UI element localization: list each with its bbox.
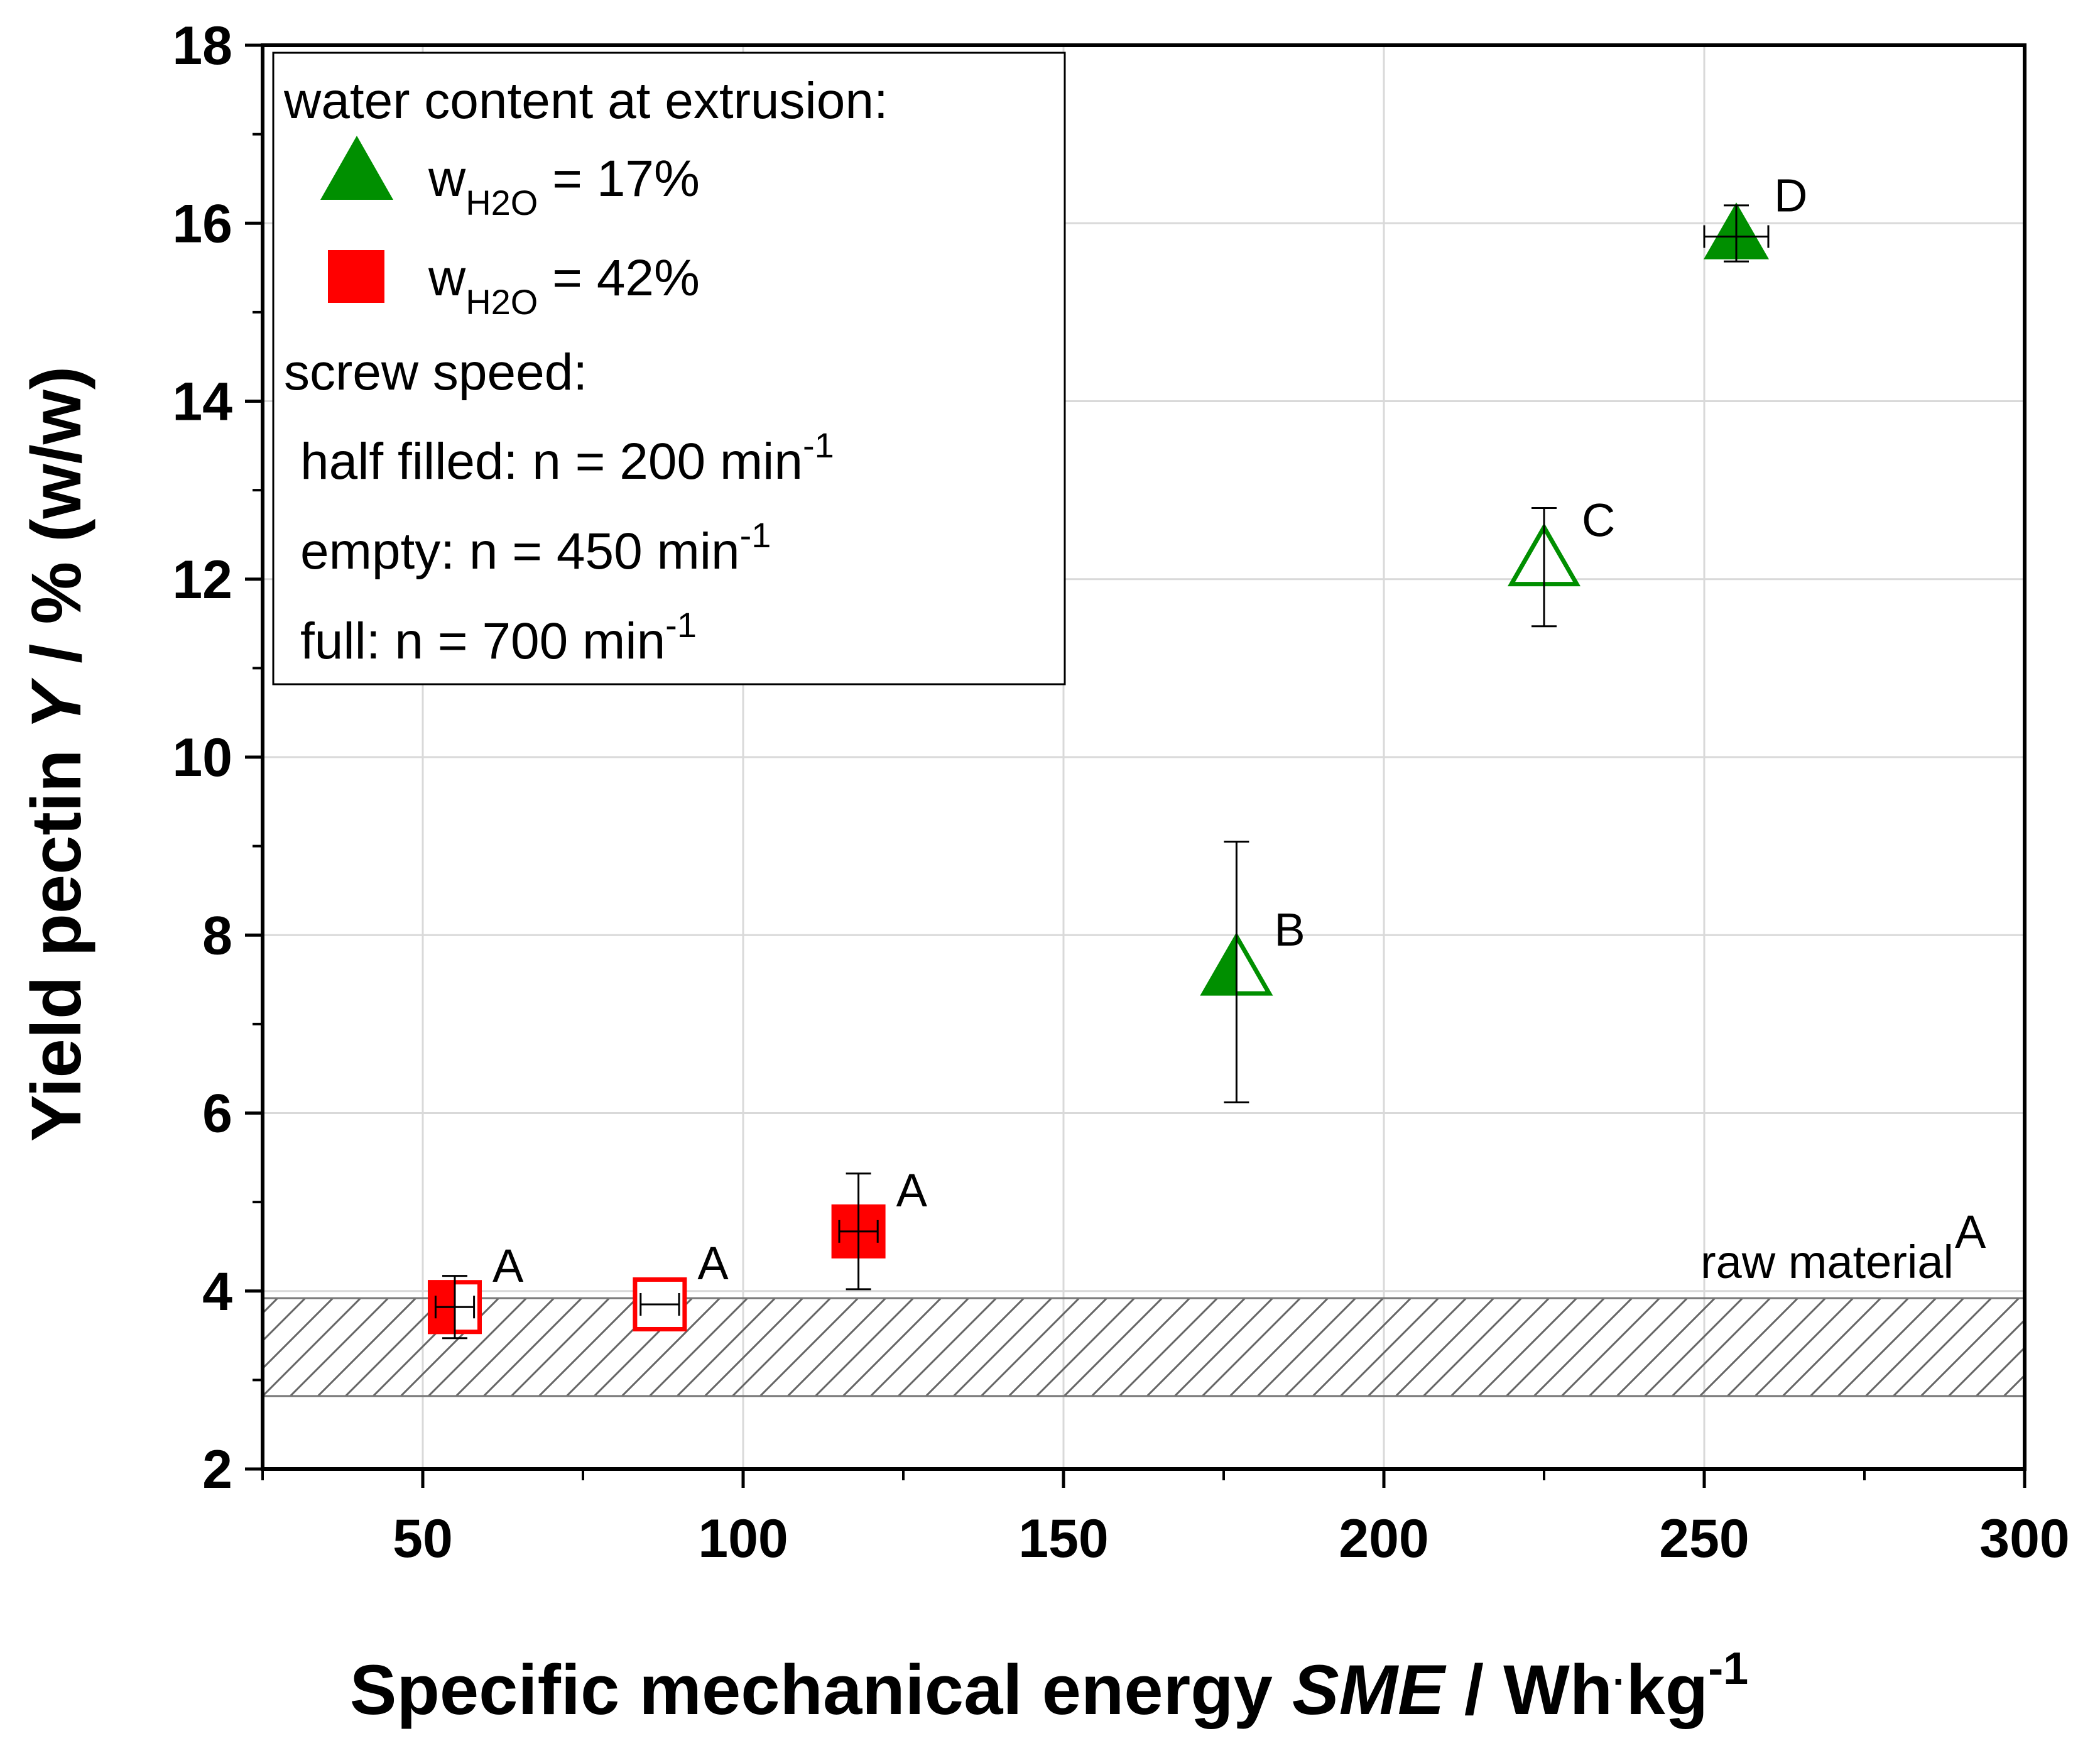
data-point-square-A: A: [633, 1237, 729, 1331]
x-axis-title-unit2: kg: [1626, 1651, 1709, 1729]
legend-entry-17: wH2O = 17%: [428, 150, 700, 222]
x-tick-label: 150: [1018, 1509, 1109, 1569]
x-tick-label: 300: [1979, 1509, 2070, 1569]
legend-speed-full-sup: -1: [665, 605, 697, 645]
legend-speed-half-filled: half filled: n = 200 min-1: [300, 425, 834, 490]
x-tick-label: 100: [698, 1509, 788, 1569]
data-point-square-A: A: [831, 1164, 928, 1291]
y-tick-label: 10: [172, 728, 232, 788]
legend-entry-17-sub: H2O: [465, 183, 538, 222]
legend-square-marker: [328, 250, 384, 303]
legend-speed-full: full: n = 700 min-1: [300, 605, 697, 670]
x-tick-label: 250: [1659, 1509, 1749, 1569]
legend-speed-half-filled-text: half filled: n = 200 min: [300, 433, 803, 490]
y-tick-label: 16: [172, 194, 232, 254]
x-axis-title-sup: -1: [1708, 1644, 1748, 1694]
y-tick-label: 2: [202, 1439, 232, 1500]
axis-ticks: 50 100 150 200 250 300 2 4 6 8 10 12 14 16 18: [172, 16, 2069, 1569]
x-tick-label: 50: [393, 1509, 453, 1569]
x-tick-label: 200: [1339, 1509, 1429, 1569]
legend-entry-17-suffix: = 17%: [538, 150, 700, 207]
point-letter-label: C: [1582, 494, 1615, 546]
x-axis-title-text: Specific mechanical energy: [350, 1651, 1292, 1729]
legend-entry-42-suffix: = 42%: [538, 249, 700, 307]
x-axis-title-italic: SME: [1292, 1651, 1447, 1729]
legend-speed-empty-text: empty: n = 450 min: [300, 523, 740, 580]
y-tick-label: 14: [172, 372, 232, 432]
data-point-triangle-B: B: [1200, 841, 1305, 1104]
raw-material-label-text: raw material: [1700, 1236, 1954, 1288]
data-point-triangle-C: C: [1507, 494, 1615, 628]
y-axis-title-italic: Y: [17, 677, 95, 730]
legend-triangle-marker: [320, 136, 393, 200]
x-axis-title-dot: ·: [1613, 1659, 1626, 1704]
triangle-marker-fill: [1204, 936, 1237, 994]
legend-entry-42: wH2O = 42%: [428, 249, 700, 322]
legend-entry-42-sub: H2O: [465, 282, 538, 322]
x-axis-title-unit: Wh: [1503, 1651, 1613, 1729]
y-tick-label: 8: [202, 905, 232, 966]
point-letter-label: A: [697, 1237, 729, 1289]
raw-material-band: [263, 1298, 2025, 1396]
legend-heading: water content at extrusion:: [283, 72, 888, 129]
point-letter-label: A: [896, 1164, 928, 1216]
y-tick-label: 6: [202, 1084, 232, 1144]
y-tick-label: 4: [202, 1262, 232, 1322]
y-axis-title-text: Yield pectin: [17, 730, 95, 1142]
x-axis-title-sep: /: [1445, 1651, 1503, 1729]
point-letter-label: B: [1274, 904, 1305, 956]
raw-material-label-sup: A: [1955, 1206, 1986, 1258]
legend-speed-half-filled-sup: -1: [803, 425, 834, 465]
legend-speed-full-text: full: n = 700 min: [300, 613, 665, 670]
data-point-square-A: A: [428, 1240, 524, 1340]
point-letter-label: D: [1774, 169, 1807, 221]
legend-entry-42-prefix: w: [428, 249, 466, 307]
y-tick-label: 12: [172, 550, 232, 610]
y-tick-label: 18: [172, 16, 232, 76]
legend-speed-heading: screw speed:: [284, 344, 587, 401]
legend-speed-empty: empty: n = 450 min-1: [300, 515, 771, 580]
y-axis-title: Yield pectin Y / % (w/w): [17, 366, 95, 1142]
legend-entry-17-prefix: w: [428, 150, 466, 207]
x-axis-title: Specific mechanical energy SME / Wh·kg-1: [350, 1644, 1748, 1729]
legend-speed-empty-sup: -1: [740, 515, 771, 555]
y-axis-title-rest: / % (w/w): [17, 366, 95, 683]
legend: water content at extrusion: wH2O = 17% w…: [272, 52, 1066, 685]
legend-box: [272, 52, 1066, 685]
raw-material-label: raw material: [1700, 1236, 1954, 1288]
data-point-triangle-D: D: [1703, 169, 1807, 263]
point-letter-label: A: [492, 1240, 524, 1292]
data-points: B C D A A A: [428, 169, 1807, 1340]
